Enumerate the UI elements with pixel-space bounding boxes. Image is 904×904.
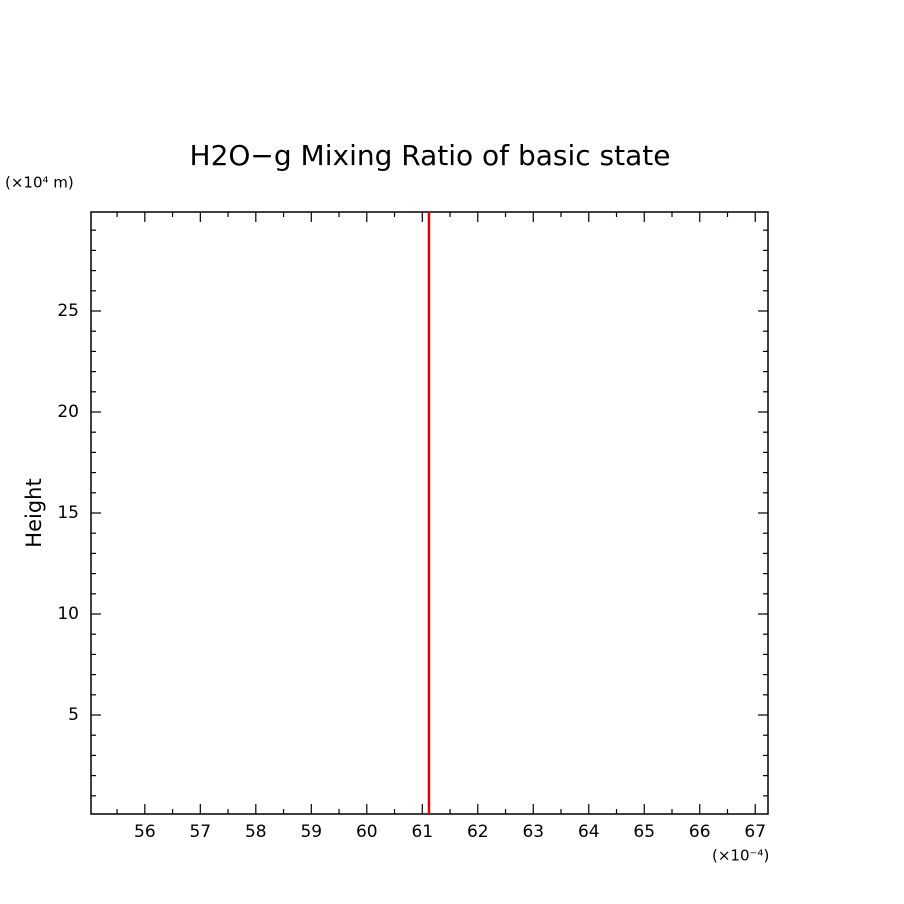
y-tick-label: 10 [57, 604, 79, 624]
x-tick-label: 67 [744, 822, 766, 842]
x-tick-label: 61 [411, 822, 433, 842]
x-tick-label: 58 [245, 822, 267, 842]
y-tick-label: 25 [57, 301, 79, 321]
x-unit-label: (×10⁻⁴) [712, 847, 769, 865]
y-tick-label: 20 [57, 402, 79, 422]
x-tick-label: 65 [633, 822, 655, 842]
x-tick-label: 64 [578, 822, 600, 842]
x-tick-label: 60 [356, 822, 378, 842]
x-tick-label: 62 [467, 822, 489, 842]
y-unit-label: (×10⁴ m) [5, 174, 74, 192]
x-tick-label: 63 [522, 822, 544, 842]
y-axis-label: Height [22, 478, 46, 547]
chart-title: H2O−g Mixing Ratio of basic state [190, 139, 671, 172]
x-tick-label: 57 [189, 822, 211, 842]
x-tick-label: 66 [689, 822, 711, 842]
x-tick-label: 56 [134, 822, 156, 842]
y-tick-label: 5 [68, 705, 79, 725]
x-tick-label: 59 [300, 822, 322, 842]
y-tick-label: 15 [57, 503, 79, 523]
